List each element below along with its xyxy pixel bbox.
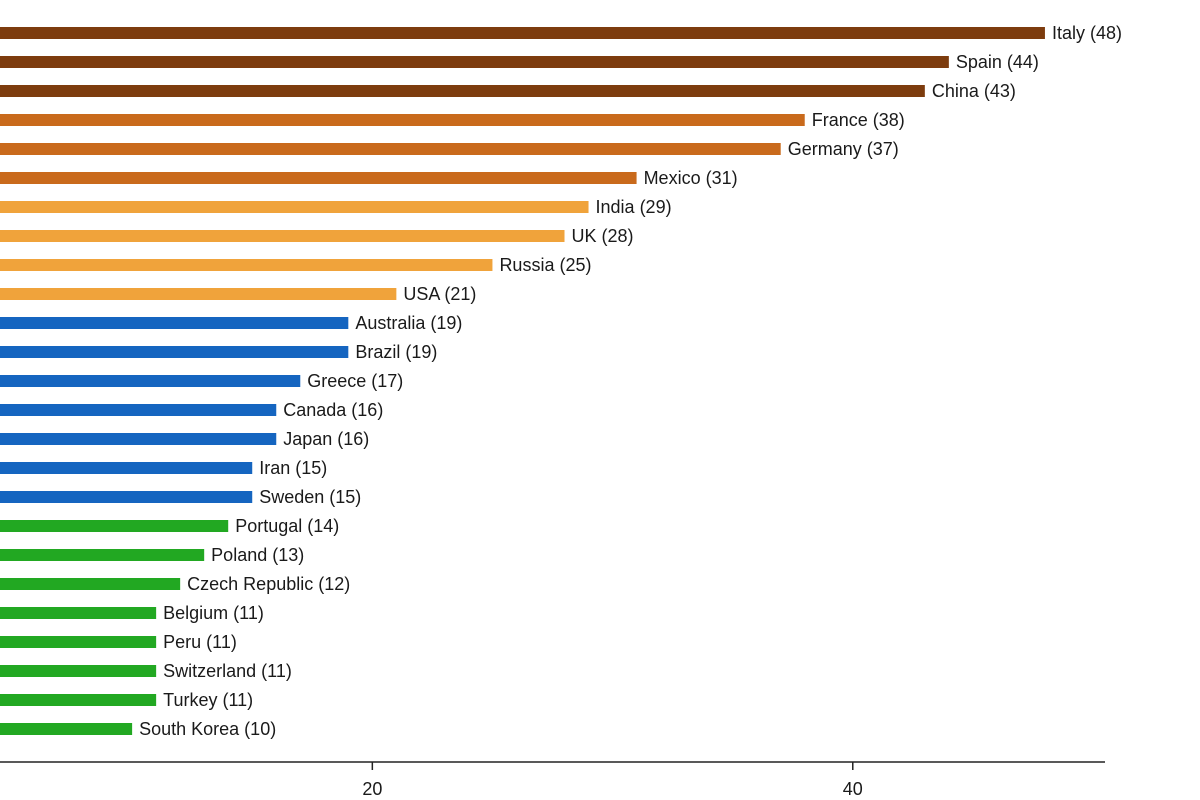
bar-label-france: France (38) bbox=[812, 110, 905, 130]
x-tick-label-40: 40 bbox=[843, 779, 863, 799]
x-tick-label-20: 20 bbox=[362, 779, 382, 799]
bar-brazil bbox=[0, 346, 349, 358]
bars-layer bbox=[0, 27, 1045, 735]
bar-japan bbox=[0, 433, 277, 445]
bar-label-mexico: Mexico (31) bbox=[644, 168, 738, 188]
bar-belgium bbox=[0, 607, 157, 619]
bar-label-belgium: Belgium (11) bbox=[163, 603, 264, 623]
bar-label-poland: Poland (13) bbox=[211, 545, 304, 565]
bar-label-canada: Canada (16) bbox=[283, 400, 383, 420]
bar-russia bbox=[0, 259, 493, 271]
bar-canada bbox=[0, 404, 277, 416]
bar-mexico bbox=[0, 172, 637, 184]
bar-label-sweden: Sweden (15) bbox=[259, 487, 361, 507]
bar-label-china: China (43) bbox=[932, 81, 1016, 101]
bar-usa bbox=[0, 288, 397, 300]
bar-poland bbox=[0, 549, 205, 561]
bar-label-australia: Australia (19) bbox=[355, 313, 462, 333]
bar-china bbox=[0, 85, 925, 97]
bar-label-turkey: Turkey (11) bbox=[163, 690, 253, 710]
bar-india bbox=[0, 201, 589, 213]
bar-italy bbox=[0, 27, 1045, 39]
bar-switzerland bbox=[0, 665, 157, 677]
bar-greece bbox=[0, 375, 301, 387]
bar-label-italy: Italy (48) bbox=[1052, 23, 1122, 43]
bar-label-south-korea: South Korea (10) bbox=[139, 719, 276, 739]
x-axis: 20 40 bbox=[0, 761, 1105, 799]
bar-peru bbox=[0, 636, 157, 648]
bar-sweden bbox=[0, 491, 253, 503]
bar-labels-layer: Italy (48) Spain (44) China (43) France (38… bbox=[139, 23, 1122, 739]
bar-label-spain: Spain (44) bbox=[956, 52, 1039, 72]
bar-germany bbox=[0, 143, 781, 155]
bar-turkey bbox=[0, 694, 157, 706]
bar-label-russia: Russia (25) bbox=[499, 255, 591, 275]
bar-portugal bbox=[0, 520, 229, 532]
bar-label-czech-republic: Czech Republic (12) bbox=[187, 574, 350, 594]
bar-spain bbox=[0, 56, 949, 68]
bar-south-korea bbox=[0, 723, 133, 735]
bar-label-iran: Iran (15) bbox=[259, 458, 327, 478]
bar-australia bbox=[0, 317, 349, 329]
bar-label-japan: Japan (16) bbox=[283, 429, 369, 449]
bar-iran bbox=[0, 462, 253, 474]
bar-label-germany: Germany (37) bbox=[788, 139, 899, 159]
bar-czech-republic bbox=[0, 578, 181, 590]
bar-label-uk: UK (28) bbox=[572, 226, 634, 246]
bar-france bbox=[0, 114, 805, 126]
bar-label-greece: Greece (17) bbox=[307, 371, 403, 391]
bar-uk bbox=[0, 230, 565, 242]
bar-label-portugal: Portugal (14) bbox=[235, 516, 339, 536]
bar-label-switzerland: Switzerland (11) bbox=[163, 661, 292, 681]
bar-label-usa: USA (21) bbox=[403, 284, 476, 304]
bar-label-india: India (29) bbox=[596, 197, 672, 217]
bar-label-brazil: Brazil (19) bbox=[355, 342, 437, 362]
bar-label-peru: Peru (11) bbox=[163, 632, 237, 652]
